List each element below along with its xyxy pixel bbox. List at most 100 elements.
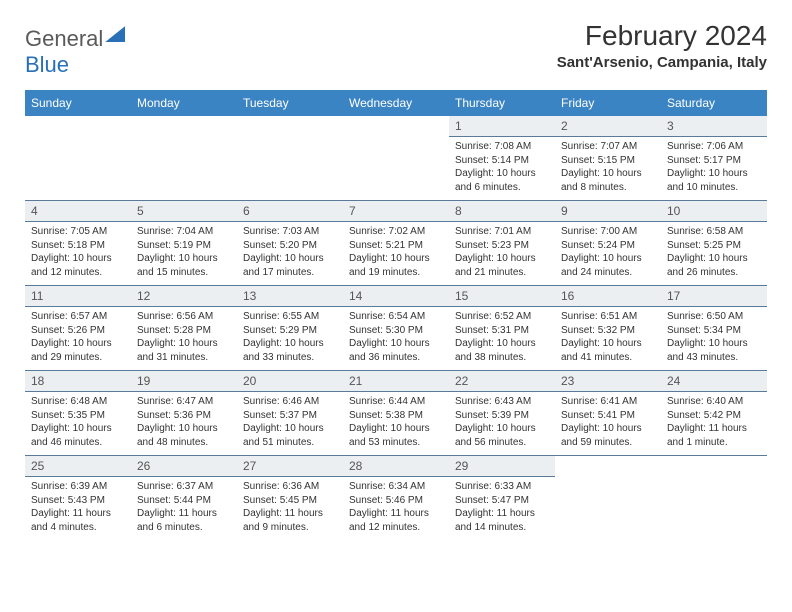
weekday-header-row: Sunday Monday Tuesday Wednesday Thursday…	[25, 90, 767, 116]
day-number: 11	[25, 286, 131, 307]
calendar-day-cell: 12Sunrise: 6:56 AMSunset: 5:28 PMDayligh…	[131, 286, 237, 371]
calendar-table: Sunday Monday Tuesday Wednesday Thursday…	[25, 90, 767, 540]
sunset-text: Sunset: 5:30 PM	[349, 324, 443, 338]
calendar-day-cell: 21Sunrise: 6:44 AMSunset: 5:38 PMDayligh…	[343, 371, 449, 456]
daylight-text: Daylight: 10 hours	[349, 252, 443, 266]
sunset-text: Sunset: 5:20 PM	[243, 239, 337, 253]
day-details: Sunrise: 6:50 AMSunset: 5:34 PMDaylight:…	[661, 307, 767, 370]
daylight-text-2: and 41 minutes.	[561, 351, 655, 365]
title-block: February 2024 Sant'Arsenio, Campania, It…	[557, 20, 767, 71]
calendar-week-row: 4Sunrise: 7:05 AMSunset: 5:18 PMDaylight…	[25, 201, 767, 286]
calendar-week-row: 1Sunrise: 7:08 AMSunset: 5:14 PMDaylight…	[25, 116, 767, 201]
calendar-day-cell: 26Sunrise: 6:37 AMSunset: 5:44 PMDayligh…	[131, 456, 237, 541]
daylight-text-2: and 59 minutes.	[561, 436, 655, 450]
weekday-header: Monday	[131, 90, 237, 116]
day-number: 20	[237, 371, 343, 392]
daylight-text-2: and 46 minutes.	[31, 436, 125, 450]
day-details: Sunrise: 7:07 AMSunset: 5:15 PMDaylight:…	[555, 137, 661, 200]
calendar-day-cell: 29Sunrise: 6:33 AMSunset: 5:47 PMDayligh…	[449, 456, 555, 541]
day-details: Sunrise: 6:46 AMSunset: 5:37 PMDaylight:…	[237, 392, 343, 455]
month-title: February 2024	[557, 20, 767, 52]
day-number: 15	[449, 286, 555, 307]
day-number: 14	[343, 286, 449, 307]
daylight-text-2: and 43 minutes.	[667, 351, 761, 365]
day-details: Sunrise: 7:01 AMSunset: 5:23 PMDaylight:…	[449, 222, 555, 285]
daylight-text: Daylight: 10 hours	[455, 167, 549, 181]
calendar-week-row: 25Sunrise: 6:39 AMSunset: 5:43 PMDayligh…	[25, 456, 767, 541]
daylight-text-2: and 17 minutes.	[243, 266, 337, 280]
location-label: Sant'Arsenio, Campania, Italy	[557, 54, 767, 71]
day-number: 12	[131, 286, 237, 307]
day-details: Sunrise: 6:52 AMSunset: 5:31 PMDaylight:…	[449, 307, 555, 370]
daylight-text-2: and 9 minutes.	[243, 521, 337, 535]
daylight-text-2: and 26 minutes.	[667, 266, 761, 280]
sunset-text: Sunset: 5:28 PM	[137, 324, 231, 338]
sunrise-text: Sunrise: 6:43 AM	[455, 395, 549, 409]
calendar-day-cell: 13Sunrise: 6:55 AMSunset: 5:29 PMDayligh…	[237, 286, 343, 371]
daylight-text-2: and 53 minutes.	[349, 436, 443, 450]
daylight-text: Daylight: 10 hours	[137, 422, 231, 436]
sunset-text: Sunset: 5:32 PM	[561, 324, 655, 338]
sunrise-text: Sunrise: 6:36 AM	[243, 480, 337, 494]
sunrise-text: Sunrise: 7:06 AM	[667, 140, 761, 154]
sunrise-text: Sunrise: 6:54 AM	[349, 310, 443, 324]
sunset-text: Sunset: 5:44 PM	[137, 494, 231, 508]
sunrise-text: Sunrise: 6:33 AM	[455, 480, 549, 494]
day-number: 25	[25, 456, 131, 477]
day-number: 2	[555, 116, 661, 137]
sunset-text: Sunset: 5:42 PM	[667, 409, 761, 423]
weekday-header: Sunday	[25, 90, 131, 116]
day-details: Sunrise: 6:44 AMSunset: 5:38 PMDaylight:…	[343, 392, 449, 455]
calendar-day-cell: 11Sunrise: 6:57 AMSunset: 5:26 PMDayligh…	[25, 286, 131, 371]
calendar-day-cell: 20Sunrise: 6:46 AMSunset: 5:37 PMDayligh…	[237, 371, 343, 456]
daylight-text-2: and 19 minutes.	[349, 266, 443, 280]
day-number: 6	[237, 201, 343, 222]
calendar-day-cell: 27Sunrise: 6:36 AMSunset: 5:45 PMDayligh…	[237, 456, 343, 541]
day-number: 17	[661, 286, 767, 307]
sunrise-text: Sunrise: 6:50 AM	[667, 310, 761, 324]
calendar-day-cell: 22Sunrise: 6:43 AMSunset: 5:39 PMDayligh…	[449, 371, 555, 456]
day-details: Sunrise: 6:43 AMSunset: 5:39 PMDaylight:…	[449, 392, 555, 455]
calendar-day-cell: 6Sunrise: 7:03 AMSunset: 5:20 PMDaylight…	[237, 201, 343, 286]
weekday-header: Thursday	[449, 90, 555, 116]
day-number: 8	[449, 201, 555, 222]
sunrise-text: Sunrise: 6:39 AM	[31, 480, 125, 494]
sunset-text: Sunset: 5:14 PM	[455, 154, 549, 168]
daylight-text: Daylight: 11 hours	[31, 507, 125, 521]
sunset-text: Sunset: 5:31 PM	[455, 324, 549, 338]
calendar-day-cell	[555, 456, 661, 541]
daylight-text: Daylight: 10 hours	[243, 422, 337, 436]
daylight-text-2: and 12 minutes.	[349, 521, 443, 535]
daylight-text-2: and 8 minutes.	[561, 181, 655, 195]
brand-name-1: General	[25, 26, 103, 51]
calendar-day-cell: 1Sunrise: 7:08 AMSunset: 5:14 PMDaylight…	[449, 116, 555, 201]
daylight-text: Daylight: 10 hours	[31, 422, 125, 436]
brand-name: GeneralBlue	[25, 26, 125, 78]
day-details: Sunrise: 7:05 AMSunset: 5:18 PMDaylight:…	[25, 222, 131, 285]
day-details: Sunrise: 7:06 AMSunset: 5:17 PMDaylight:…	[661, 137, 767, 200]
daylight-text-2: and 31 minutes.	[137, 351, 231, 365]
calendar-day-cell: 15Sunrise: 6:52 AMSunset: 5:31 PMDayligh…	[449, 286, 555, 371]
daylight-text-2: and 29 minutes.	[31, 351, 125, 365]
day-details: Sunrise: 6:41 AMSunset: 5:41 PMDaylight:…	[555, 392, 661, 455]
daylight-text-2: and 38 minutes.	[455, 351, 549, 365]
sunset-text: Sunset: 5:18 PM	[31, 239, 125, 253]
daylight-text: Daylight: 10 hours	[561, 422, 655, 436]
day-number: 7	[343, 201, 449, 222]
day-details: Sunrise: 6:57 AMSunset: 5:26 PMDaylight:…	[25, 307, 131, 370]
sunset-text: Sunset: 5:46 PM	[349, 494, 443, 508]
daylight-text: Daylight: 10 hours	[31, 337, 125, 351]
calendar-day-cell: 25Sunrise: 6:39 AMSunset: 5:43 PMDayligh…	[25, 456, 131, 541]
sunset-text: Sunset: 5:41 PM	[561, 409, 655, 423]
daylight-text-2: and 51 minutes.	[243, 436, 337, 450]
sunrise-text: Sunrise: 7:03 AM	[243, 225, 337, 239]
sunrise-text: Sunrise: 6:44 AM	[349, 395, 443, 409]
sunrise-text: Sunrise: 6:48 AM	[31, 395, 125, 409]
sunrise-text: Sunrise: 7:05 AM	[31, 225, 125, 239]
calendar-day-cell: 4Sunrise: 7:05 AMSunset: 5:18 PMDaylight…	[25, 201, 131, 286]
day-number: 4	[25, 201, 131, 222]
sunrise-text: Sunrise: 6:52 AM	[455, 310, 549, 324]
daylight-text: Daylight: 10 hours	[455, 422, 549, 436]
sunset-text: Sunset: 5:47 PM	[455, 494, 549, 508]
daylight-text-2: and 33 minutes.	[243, 351, 337, 365]
